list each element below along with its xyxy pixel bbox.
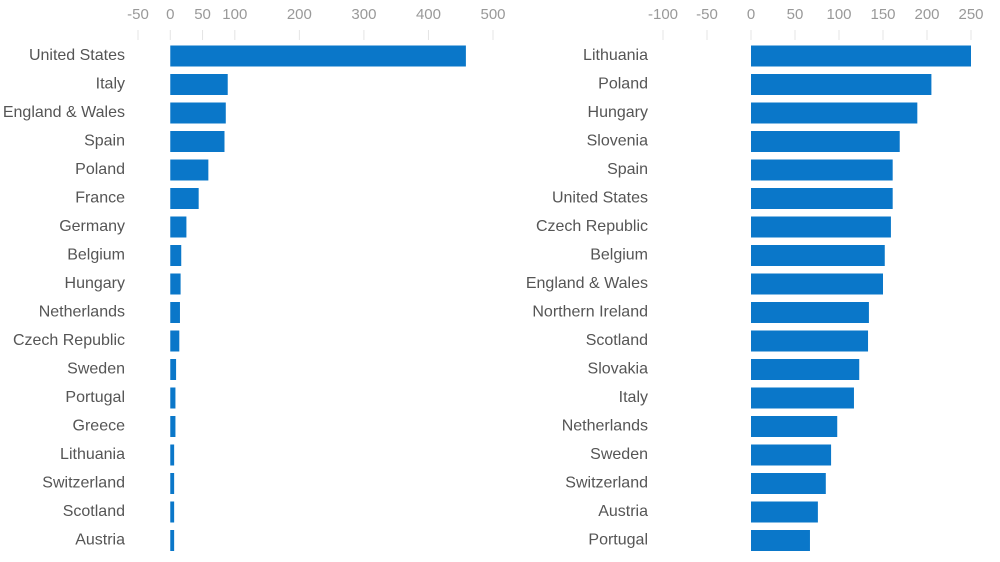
y-tick-label: Netherlands — [562, 418, 648, 435]
bar — [170, 216, 187, 238]
y-tick-label: Portugal — [65, 389, 125, 406]
bar — [751, 45, 971, 67]
bar — [170, 501, 175, 523]
x-tick-label: 300 — [351, 6, 376, 23]
bar — [170, 444, 175, 466]
y-tick-label: Sweden — [590, 446, 648, 463]
x-tick-label: 200 — [914, 6, 939, 23]
x-tick-label: 500 — [480, 6, 505, 23]
y-tick-label: United States — [29, 47, 125, 64]
y-tick-label: France — [75, 190, 125, 207]
y-tick-label: Greece — [73, 418, 126, 435]
y-tick-label: Hungary — [588, 104, 648, 121]
bar — [170, 330, 180, 352]
x-tick-label: 400 — [416, 6, 441, 23]
bar — [170, 359, 177, 380]
bar — [170, 74, 228, 95]
bar — [751, 501, 818, 523]
y-tick-label: Switzerland — [565, 475, 648, 492]
x-tick-label: 250 — [958, 6, 983, 23]
x-tick-label: 150 — [870, 6, 895, 23]
y-tick-label: Lithuania — [60, 446, 125, 463]
y-tick-label: Poland — [598, 76, 648, 93]
bar — [751, 416, 838, 437]
y-tick-label: Germany — [59, 218, 125, 235]
y-tick-label: Switzerland — [42, 475, 125, 492]
x-tick-label: 100 — [826, 6, 851, 23]
x-tick-label: 200 — [287, 6, 312, 23]
bar — [170, 45, 466, 67]
bar — [170, 530, 175, 551]
bar — [751, 245, 885, 266]
x-tick-label: 50 — [194, 6, 211, 23]
bar — [170, 416, 176, 437]
y-tick-label: Belgium — [590, 247, 648, 264]
x-tick-label: 0 — [166, 6, 174, 23]
bar — [751, 102, 918, 124]
bar — [751, 188, 893, 209]
bar — [751, 387, 854, 409]
y-tick-label: Hungary — [65, 275, 125, 292]
y-tick-label: Italy — [619, 389, 648, 406]
bar — [751, 302, 869, 323]
y-tick-label: Scotland — [63, 503, 125, 520]
x-tick-label: -50 — [127, 6, 149, 23]
bar — [751, 359, 860, 380]
y-tick-label: Slovakia — [588, 361, 649, 378]
bar — [751, 74, 932, 95]
y-tick-label: Portugal — [588, 532, 648, 549]
bar — [751, 473, 826, 494]
bar — [170, 245, 182, 266]
y-tick-label: Netherlands — [39, 304, 125, 321]
bar — [751, 131, 900, 152]
y-tick-label: Belgium — [67, 247, 125, 264]
bar — [751, 530, 810, 551]
bar — [751, 216, 891, 238]
y-tick-label: Czech Republic — [536, 218, 648, 235]
y-tick-label: Czech Republic — [13, 332, 125, 349]
bar — [170, 473, 175, 494]
x-tick-label: 0 — [747, 6, 755, 23]
y-tick-label: Lithuania — [583, 47, 648, 64]
y-tick-label: England & Wales — [3, 104, 125, 121]
bar — [751, 330, 869, 352]
bar — [170, 159, 209, 181]
bar — [170, 102, 226, 124]
x-tick-label: 100 — [222, 6, 247, 23]
bar — [170, 188, 199, 209]
y-tick-label: Spain — [84, 133, 125, 150]
x-tick-label: 50 — [787, 6, 804, 23]
y-tick-label: Northern Ireland — [532, 304, 648, 321]
bar — [170, 273, 181, 295]
bar — [751, 159, 893, 181]
y-tick-label: Scotland — [586, 332, 648, 349]
bar — [170, 302, 180, 323]
y-tick-label: Austria — [598, 503, 648, 520]
y-tick-label: Sweden — [67, 361, 125, 378]
y-tick-label: Spain — [607, 161, 648, 178]
bar — [751, 273, 883, 295]
x-tick-label: -50 — [696, 6, 718, 23]
y-tick-label: Poland — [75, 161, 125, 178]
y-tick-label: Italy — [96, 76, 125, 93]
bar — [751, 444, 832, 466]
y-tick-label: Austria — [75, 532, 125, 549]
y-tick-label: Slovenia — [587, 133, 648, 150]
y-tick-label: England & Wales — [526, 275, 648, 292]
bar — [170, 131, 225, 152]
x-tick-label: -100 — [648, 6, 678, 23]
y-tick-label: United States — [552, 190, 648, 207]
bar — [170, 387, 176, 409]
